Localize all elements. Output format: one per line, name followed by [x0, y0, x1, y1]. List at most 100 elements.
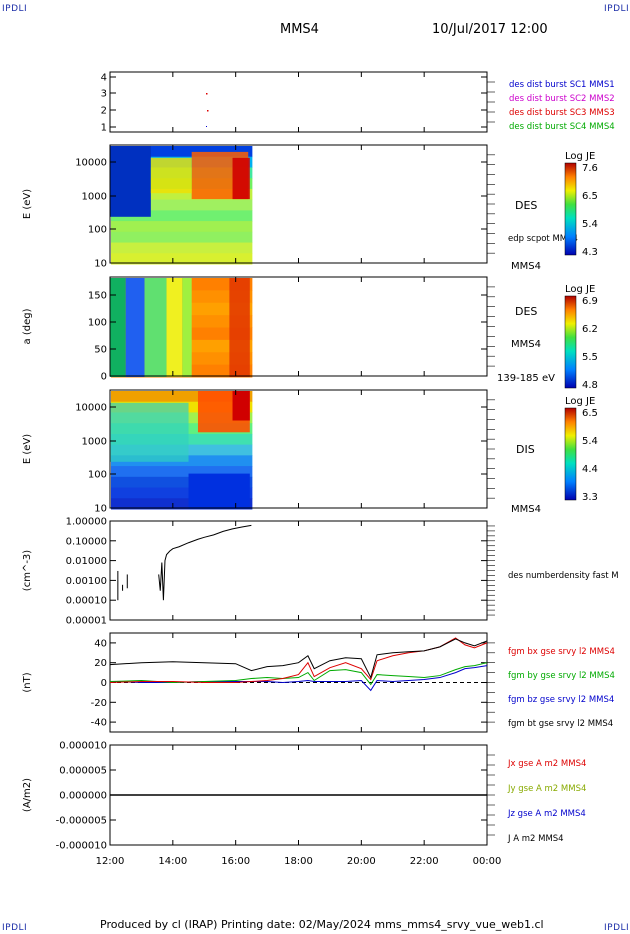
bfield-line	[109, 662, 488, 686]
spectrogram-band	[111, 391, 253, 403]
energy-range-label: 139-185 eV	[497, 373, 555, 384]
legend-entry: des dist burst SC3 MMS3	[509, 108, 615, 118]
x-tick-label: 18:00	[284, 856, 313, 867]
colorbar	[564, 162, 577, 256]
y-tick-label: 1	[101, 123, 107, 134]
spectrogram-patch	[232, 391, 250, 421]
y-tick-label: 2	[101, 106, 107, 117]
spectrogram-patch	[188, 473, 250, 509]
y-tick-label: 10000	[75, 158, 107, 169]
legend-entry: des dist burst SC1 MMS1	[509, 80, 615, 90]
y-tick-label: 0.01000	[66, 556, 107, 567]
corner-label-bl: IPDLI	[2, 923, 28, 933]
y-tick-label: 3	[101, 89, 107, 100]
y-tick-label: 150	[88, 291, 107, 302]
x-tick-label: 16:00	[221, 856, 250, 867]
corner-label-br: IPDLI	[604, 923, 630, 933]
spectrogram-band	[111, 210, 253, 222]
instrument-label: DIS	[516, 443, 535, 456]
bfield-line	[109, 665, 488, 692]
multi-panel-plot: 1 2 3 4 des dist burst SC1 MMS1 des dist burs…	[22, 71, 619, 867]
spectrogram-band	[111, 188, 253, 201]
y-tick-label: 1000	[82, 192, 107, 203]
x-tick-label: 12:00	[96, 856, 125, 867]
colorbar-tick-label: 5.5	[582, 352, 598, 363]
burst-marker	[206, 93, 208, 95]
y-tick-label: 10	[94, 259, 107, 270]
y-tick-label: -40	[91, 718, 107, 729]
y-axis-label: (cm^-3)	[22, 550, 33, 591]
colorbar-tick-label: 4.8	[582, 380, 598, 391]
bfield-line	[109, 637, 488, 683]
spacecraft-label: MMS4	[511, 261, 541, 272]
colorbar-tick-label: 4.3	[582, 247, 598, 258]
y-axis-label: (nT)	[22, 672, 33, 692]
colorbar-tick-label: 6.5	[582, 408, 598, 419]
y-tick-label: 0.00001	[66, 616, 107, 627]
series-label: edp scpot MMS4	[508, 234, 578, 244]
burst-marker	[206, 126, 207, 127]
y-tick-label: 0.00010	[66, 596, 107, 607]
legend-entry: fgm bz gse srvy l2 MMS4	[508, 695, 614, 705]
y-tick-label: 100	[88, 470, 107, 481]
corner-label-tl: IPDLI	[2, 4, 28, 14]
spectrogram-patch	[150, 157, 192, 194]
footer-credit: Produced by cl (IRAP) Printing date: 02/…	[100, 918, 544, 931]
spectrogram-patch	[110, 402, 189, 462]
legend-entry: des dist burst SC4 MMS4	[509, 122, 615, 132]
x-tick-label: 22:00	[410, 856, 439, 867]
spectrogram-patch	[229, 278, 250, 377]
y-tick-label: 1000	[82, 437, 107, 448]
y-tick-label: 10	[94, 504, 107, 515]
colorbar-tick-label: 5.4	[582, 436, 598, 447]
colorbar	[564, 295, 577, 389]
colorbar-title: Log JE	[565, 396, 595, 407]
spectrogram-band	[111, 498, 253, 510]
y-axis-label: a (deg)	[22, 308, 33, 344]
spectrogram-patch	[232, 157, 250, 200]
density-line	[158, 524, 252, 601]
spectrogram-band	[111, 199, 253, 211]
y-tick-label: 0.10000	[66, 536, 107, 547]
y-tick-label: 0.000000	[59, 791, 107, 802]
x-tick-label: 20:00	[347, 856, 376, 867]
y-tick-label: 0.000005	[59, 766, 107, 777]
legend-entry: des dist burst SC2 MMS2	[509, 94, 615, 104]
y-axis-label: E (eV)	[22, 189, 33, 219]
colorbar	[564, 407, 577, 501]
spectrogram-patch	[144, 278, 167, 377]
colorbar-title: Log JE	[565, 284, 595, 295]
y-axis-label: E (eV)	[22, 434, 33, 464]
spectrogram-band	[111, 231, 253, 244]
colorbar-tick-label: 5.4	[582, 219, 598, 230]
y-tick-label: 0	[101, 372, 107, 383]
y-tick-label: 100	[88, 318, 107, 329]
y-tick-label: 50	[94, 345, 107, 356]
y-tick-label: -0.000005	[56, 816, 107, 827]
y-tick-label: 100	[88, 225, 107, 236]
y-tick-label: 20	[94, 658, 107, 669]
spectrogram-patch	[125, 278, 145, 377]
instrument-label: DES	[515, 305, 537, 318]
panel-frame-1	[109, 71, 488, 133]
spectrogram-band	[111, 242, 253, 254]
spacecraft-label: MMS4	[511, 504, 541, 515]
x-tick-label: 14:00	[158, 856, 187, 867]
burst-marker	[207, 110, 209, 112]
legend-entry: J A m2 MMS4	[507, 834, 564, 844]
colorbar-tick-label: 6.2	[582, 324, 598, 335]
corner-label-tr: IPDLI	[604, 4, 630, 14]
instrument-label: DES	[515, 199, 537, 212]
y-tick-label: 1.00000	[66, 517, 107, 528]
colorbar-tick-label: 3.3	[582, 492, 598, 503]
legend-entry: Jy gse A m2 MMS4	[507, 784, 586, 794]
y-tick-label: -20	[91, 698, 107, 709]
spectrogram-band	[111, 466, 253, 478]
spectrogram-band	[111, 221, 253, 233]
y-tick-label: 0	[101, 678, 107, 689]
legend-entry: Jz gse A m2 MMS4	[507, 809, 586, 819]
colorbar-tick-label: 6.9	[582, 296, 598, 307]
spectrogram-band	[111, 146, 253, 158]
spectrogram-band	[111, 253, 253, 265]
bfield-line	[109, 638, 488, 679]
